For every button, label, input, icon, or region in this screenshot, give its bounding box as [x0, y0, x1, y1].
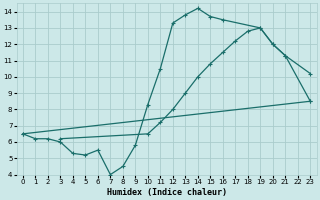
X-axis label: Humidex (Indice chaleur): Humidex (Indice chaleur): [107, 188, 227, 197]
